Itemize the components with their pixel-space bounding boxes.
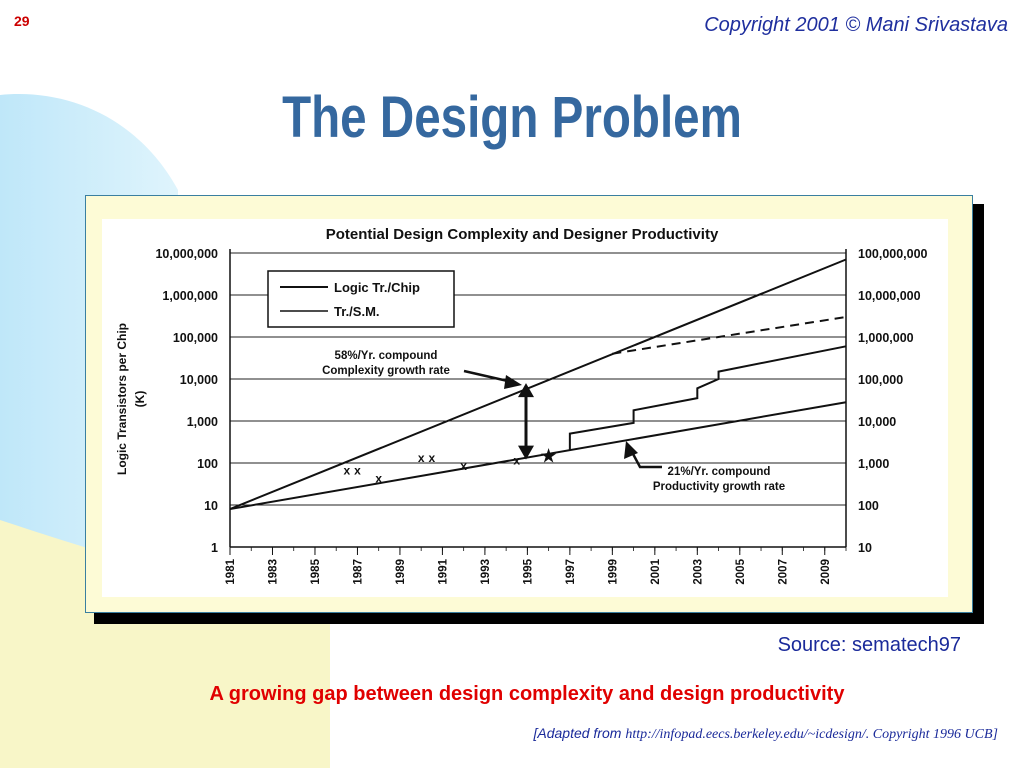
y-tick-label: 1,000,000 bbox=[162, 289, 218, 303]
right-tick-label: 10,000,000 bbox=[858, 289, 921, 303]
series-line-0 bbox=[229, 258, 847, 510]
x-tick-label: 1989 bbox=[395, 559, 407, 585]
right-tick-label: 100 bbox=[858, 499, 879, 513]
series-line-1 bbox=[229, 401, 847, 511]
right-tick-label: 100,000 bbox=[858, 373, 903, 387]
x-tick-label: 1981 bbox=[225, 558, 237, 584]
legend-label-sm: Tr./S.M. bbox=[334, 304, 380, 319]
data-point-x-marker: x bbox=[460, 459, 467, 473]
y-tick-label: 100,000 bbox=[173, 331, 218, 345]
slide-title: The Design Problem bbox=[282, 85, 742, 150]
series-line-3 bbox=[568, 345, 847, 451]
x-tick-label: 1993 bbox=[480, 559, 492, 585]
annotation-productivity: 21%/Yr. compound Productivity growth rate bbox=[653, 466, 785, 493]
x-tick-label: 2005 bbox=[735, 558, 747, 584]
attribution-prefix: [Adapted from bbox=[533, 725, 626, 741]
right-tick-label: 10 bbox=[858, 541, 872, 555]
data-point-x-marker: x bbox=[343, 464, 350, 478]
data-point-x-marker: x bbox=[513, 454, 520, 468]
right-tick-label: 1,000,000 bbox=[858, 331, 914, 345]
series-line-2 bbox=[612, 315, 847, 355]
data-point-x-marker: x bbox=[354, 464, 361, 478]
chart-axes bbox=[229, 249, 847, 555]
annotation-productivity-arrowhead bbox=[624, 441, 638, 459]
x-tick-label: 1985 bbox=[310, 558, 322, 584]
chart-series bbox=[229, 258, 847, 511]
annotation-complexity: 58%/Yr. compound Complexity growth rate bbox=[322, 350, 450, 377]
y-tick-label: 10,000,000 bbox=[155, 247, 218, 261]
data-point-x-marker: x bbox=[418, 451, 425, 465]
x-tick-label: 1983 bbox=[267, 559, 279, 585]
right-tick-label: 1,000 bbox=[858, 457, 889, 471]
annotation-complexity-arrow bbox=[463, 369, 513, 384]
legend-label-logic: Logic Tr./Chip bbox=[334, 280, 420, 295]
y-tick-label: 10,000 bbox=[180, 373, 218, 387]
slide-number: 29 bbox=[14, 13, 30, 29]
complexity-chart: Potential Design Complexity and Designer… bbox=[102, 219, 948, 597]
x-tick-label: 1997 bbox=[565, 559, 577, 585]
chart-title: Potential Design Complexity and Designer… bbox=[326, 226, 719, 243]
legend-box bbox=[267, 270, 455, 328]
y-tick-label: 100 bbox=[197, 457, 218, 471]
copyright-text: Copyright 2001 © Mani Srivastava bbox=[704, 14, 1008, 36]
data-point-x-marker: x bbox=[428, 451, 435, 465]
x-tick-label: 2007 bbox=[777, 559, 789, 585]
y-axis-label: Logic Transistors per Chip (K) bbox=[115, 323, 147, 475]
y-tick-label: 10 bbox=[204, 499, 218, 513]
x-tick-label: 1999 bbox=[607, 559, 619, 585]
annotation-complexity-arrowhead bbox=[504, 375, 522, 389]
y-tick-label: 1,000 bbox=[187, 415, 218, 429]
gap-arrow-head-up bbox=[518, 383, 534, 398]
x-tick-label: 1995 bbox=[522, 558, 534, 584]
chart-labels: Potential Design Complexity and Designer… bbox=[115, 226, 928, 585]
gap-arrow-head-down bbox=[518, 445, 534, 460]
y-tick-label: 1 bbox=[211, 541, 218, 555]
data-point-x-marker: x bbox=[375, 472, 382, 486]
x-tick-label: 2003 bbox=[692, 559, 704, 585]
right-tick-label: 100,000,000 bbox=[858, 247, 928, 261]
x-tick-label: 2009 bbox=[820, 559, 832, 585]
source-caption: Source: sematech97 bbox=[777, 634, 961, 656]
attribution: [Adapted from http://infopad.eecs.berkel… bbox=[533, 725, 998, 743]
x-tick-label: 2001 bbox=[650, 558, 662, 584]
x-tick-label: 1991 bbox=[437, 558, 449, 584]
attribution-url: http://infopad.eecs.berkeley.edu/~icdesi… bbox=[625, 727, 998, 742]
tagline: A growing gap between design complexity … bbox=[209, 683, 845, 705]
x-tick-label: 1987 bbox=[352, 559, 364, 585]
annotation-productivity-arrow bbox=[630, 451, 662, 469]
right-tick-label: 10,000 bbox=[858, 415, 896, 429]
star-marker: ★ bbox=[540, 446, 558, 468]
